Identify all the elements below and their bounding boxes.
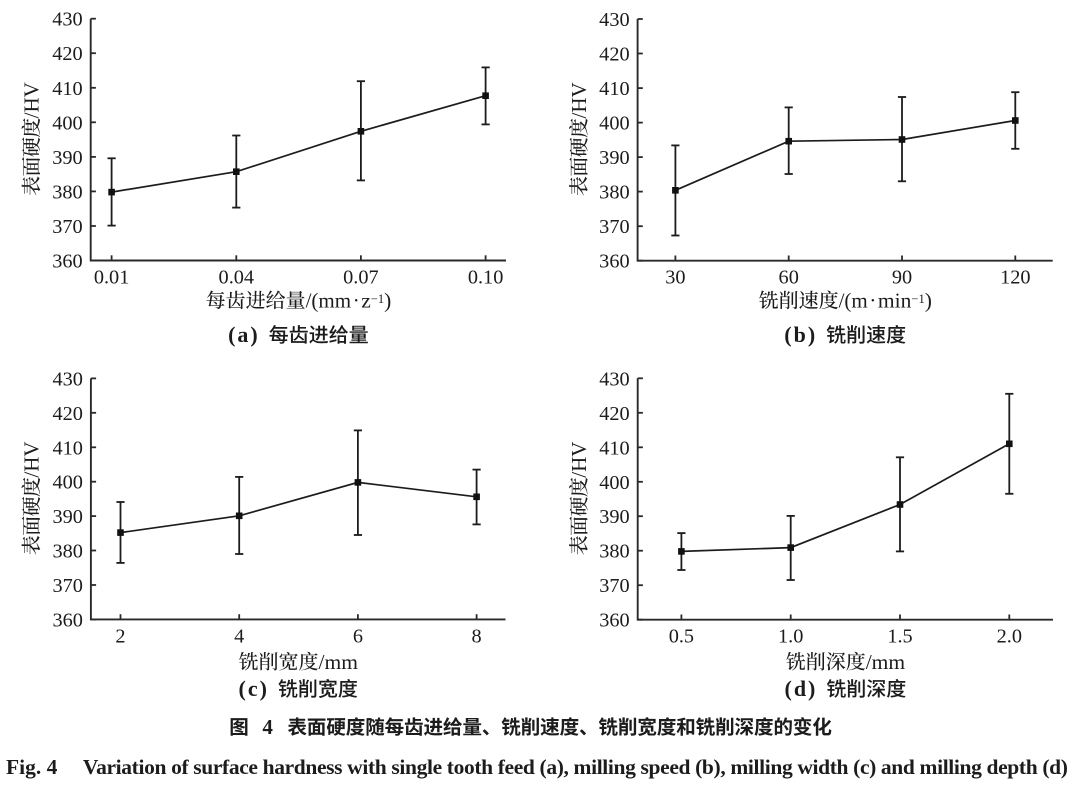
svg-text:410: 410 [599,437,629,459]
svg-text:370: 370 [599,216,629,238]
svg-text:390: 390 [52,506,82,528]
svg-text:): ) [384,289,391,313]
svg-text:1.0: 1.0 [778,626,803,648]
svg-text:0.07: 0.07 [343,267,379,289]
svg-text:(a): (a) [228,322,260,347]
svg-text:390: 390 [52,147,82,169]
svg-text:/(m: /(m [839,289,868,313]
svg-text:0.5: 0.5 [669,626,694,648]
svg-text:Fig. 4: Fig. 4 [6,755,58,779]
svg-text:): ) [925,289,932,313]
svg-text:4: 4 [234,625,244,647]
svg-text:370: 370 [52,216,82,238]
svg-text:/HV: /HV [567,442,591,478]
svg-text:·: · [869,289,876,313]
svg-text:0.10: 0.10 [468,267,504,289]
svg-text:380: 380 [599,541,629,563]
svg-text:z: z [361,289,371,313]
svg-text:390: 390 [599,506,629,528]
svg-text:1.5: 1.5 [887,626,912,648]
svg-text:370: 370 [52,575,82,597]
svg-text:−1: −1 [371,292,384,306]
svg-text:2: 2 [115,625,125,647]
svg-text:430: 430 [52,368,82,390]
svg-text:90: 90 [892,267,912,289]
svg-text:/HV: /HV [20,82,44,118]
svg-text:400: 400 [599,113,629,135]
svg-text:410: 410 [52,78,82,100]
svg-text:Variation of surface hardness: Variation of surface hardness with singl… [83,755,1068,779]
svg-text:0.01: 0.01 [94,267,130,289]
svg-text:min: min [878,289,912,313]
svg-text:360: 360 [52,609,82,631]
svg-text:/HV: /HV [20,441,44,477]
svg-text:−1: −1 [911,292,924,306]
svg-text:430: 430 [599,368,629,390]
svg-text:410: 410 [599,78,629,100]
svg-text:(b): (b) [784,322,817,347]
svg-text:/HV: /HV [567,82,591,118]
svg-text:410: 410 [52,437,82,459]
svg-text:30: 30 [665,267,685,289]
svg-text:420: 420 [599,44,629,66]
svg-text:4: 4 [262,715,273,739]
svg-text:6: 6 [353,625,363,647]
svg-text:120: 120 [1000,267,1030,289]
svg-text:400: 400 [52,472,82,494]
svg-text:(d): (d) [785,676,818,701]
svg-text:2.0: 2.0 [997,626,1022,648]
svg-text:380: 380 [52,541,82,563]
svg-text:420: 420 [52,403,82,425]
svg-text:430: 430 [599,9,629,31]
svg-text:/mm: /mm [866,650,906,674]
svg-text:8: 8 [472,625,482,647]
svg-text:(c): (c) [239,676,269,701]
svg-text:380: 380 [52,181,82,203]
svg-text:/mm: /mm [319,650,359,674]
svg-text:360: 360 [599,610,629,632]
svg-text:/(mm: /(mm [306,289,352,313]
svg-text:·: · [353,289,360,313]
svg-text:360: 360 [52,251,82,273]
svg-text:60: 60 [779,267,799,289]
svg-text:390: 390 [599,147,629,169]
svg-text:360: 360 [599,251,629,273]
svg-text:420: 420 [52,43,82,65]
svg-text:420: 420 [599,403,629,425]
svg-text:430: 430 [52,9,82,31]
svg-text:400: 400 [599,472,629,494]
svg-text:0.04: 0.04 [219,267,255,289]
svg-text:370: 370 [599,575,629,597]
svg-text:380: 380 [599,182,629,204]
svg-text:400: 400 [52,112,82,134]
